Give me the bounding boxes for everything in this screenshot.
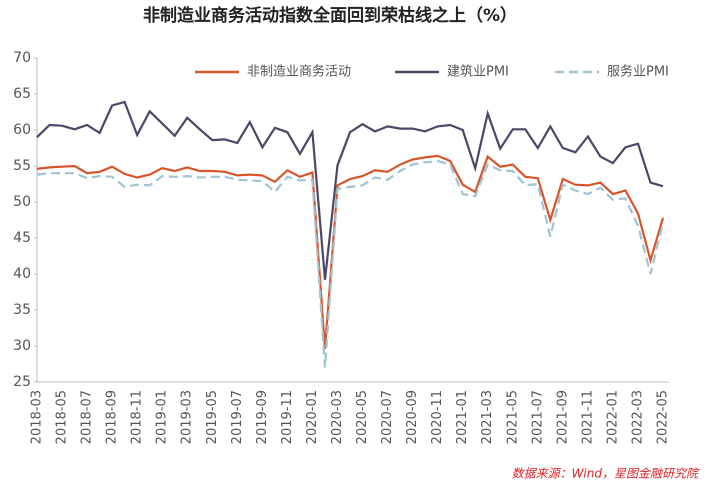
x-tick-label: 2020-03 <box>330 390 345 444</box>
x-tick-label: 2021-05 <box>505 390 520 444</box>
x-tick-label: 2020-11 <box>430 390 445 444</box>
chart-title: 非制造业商务活动指数全面回到荣枯线之上（%） <box>143 5 517 26</box>
x-tick-label: 2018-11 <box>130 390 145 444</box>
x-tick-label: 2018-09 <box>105 390 120 444</box>
source-note: 数据来源：Wind，星图金融研究院 <box>512 467 700 481</box>
y-tick-label: 60 <box>13 122 31 138</box>
y-tick-label: 50 <box>13 194 31 210</box>
x-tick-label: 2021-07 <box>530 390 545 444</box>
x-tick-label: 2019-01 <box>155 390 170 444</box>
legend-label: 非制造业商务活动 <box>247 64 351 80</box>
x-tick-label: 2020-01 <box>305 390 320 444</box>
x-tick-label: 2020-09 <box>405 390 420 444</box>
x-tick-label: 2019-11 <box>280 390 295 444</box>
y-tick-label: 30 <box>13 338 31 354</box>
y-tick-label: 70 <box>13 50 31 66</box>
y-tick-label: 65 <box>13 86 31 102</box>
x-tick-label: 2019-05 <box>205 390 220 444</box>
x-tick-label: 2018-03 <box>30 390 45 444</box>
x-tick-label: 2018-07 <box>80 390 95 444</box>
series-line <box>36 154 665 349</box>
y-tick-label: 40 <box>13 266 31 282</box>
legend-label: 建筑业PMI <box>447 64 509 80</box>
x-tick-label: 2018-05 <box>55 390 70 444</box>
x-tick-label: 2022-03 <box>630 390 645 444</box>
x-tick-label: 2021-03 <box>480 390 495 444</box>
x-tick-label: 2019-03 <box>180 390 195 444</box>
series-line <box>36 100 664 280</box>
x-tick-label: 2022-01 <box>605 390 620 444</box>
y-tick-label: 55 <box>13 158 31 174</box>
x-tick-label: 2022-05 <box>656 390 671 444</box>
legend-label: 服务业PMI <box>607 64 669 80</box>
y-tick-label: 45 <box>13 230 31 246</box>
x-tick-label: 2021-01 <box>455 390 470 444</box>
y-tick-label: 25 <box>13 374 31 390</box>
x-tick-label: 2020-05 <box>355 390 370 444</box>
y-tick-label: 35 <box>13 302 31 318</box>
series-line <box>36 159 665 368</box>
x-tick-label: 2020-07 <box>380 390 395 444</box>
x-tick-label: 2019-09 <box>255 390 270 444</box>
x-tick-label: 2021-09 <box>555 390 570 444</box>
x-tick-label: 2019-07 <box>230 390 245 444</box>
x-tick-label: 2021-11 <box>580 390 595 444</box>
